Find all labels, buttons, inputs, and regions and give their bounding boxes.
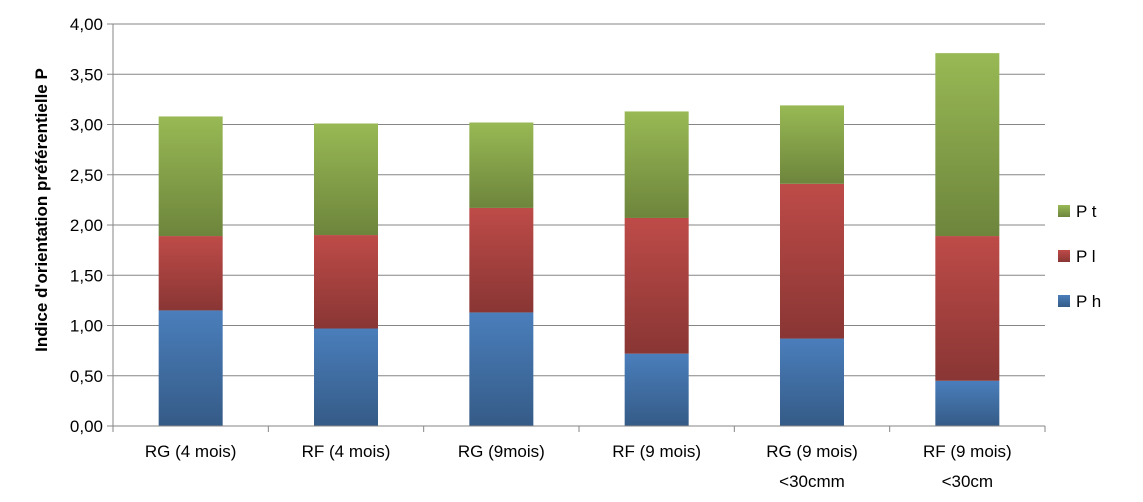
bar-segment-pt [158,116,223,237]
x-tick-label: RF (9 mois) [923,442,1012,461]
legend-swatch [1058,295,1070,307]
legend-label: P l [1076,247,1096,266]
bar-segment-ph [314,328,378,426]
y-tick-label: 0,00 [70,417,103,436]
bar-segment-ph [158,310,223,426]
x-tick-label: RF (9 mois) [612,442,701,461]
y-tick-label: 2,50 [70,166,103,185]
x-tick-label: RG (4 mois) [145,442,237,461]
bar-segment-ph [780,338,844,426]
bar-segment-ph [469,312,534,426]
x-tick-label: <30cm [942,472,994,491]
bar-segment-pt [469,122,534,208]
bar-segment-pl [624,217,689,354]
x-tick-label: RG (9 mois) [766,442,858,461]
axes: 0,00 0,50 1,00 1,50 2,00 2,50 3,00 3,50 4,00 RG (… [70,15,1046,491]
y-tick-label: 2,00 [70,216,103,235]
x-tick-label: RF (4 mois) [302,442,391,461]
bar-segment-pl [780,183,844,339]
legend: P t P l P h [1058,202,1101,311]
y-tick-label: 0,50 [70,367,103,386]
legend-label: P h [1076,292,1101,311]
y-tick-label: 3,00 [70,116,103,135]
bar-segment-pt [935,53,1000,237]
legend-label: P t [1076,202,1097,221]
legend-swatch [1058,205,1070,217]
bar-segment-pl [314,235,378,329]
y-tick-label: 3,50 [70,65,103,84]
bar-segment-ph [624,353,689,426]
y-tick-label: 4,00 [70,15,103,34]
bar-segment-pt [780,105,844,184]
bars [158,53,1000,426]
gridlines [113,23,1045,377]
bar-segment-pl [935,236,1000,381]
bar-segment-pt [314,123,378,236]
x-tick-label: <30cmm [779,472,845,491]
bar-segment-ph [935,380,1000,426]
y-tick-label: 1,50 [70,266,103,285]
x-tick-label: RG (9mois) [458,442,545,461]
bar-segment-pl [469,207,534,313]
bar-segment-pt [624,111,689,218]
legend-swatch [1058,250,1070,262]
y-tick-label: 1,00 [70,317,103,336]
bar-segment-pl [158,236,223,311]
y-axis-label: Indice d'orientation préférentielle P [32,68,51,352]
